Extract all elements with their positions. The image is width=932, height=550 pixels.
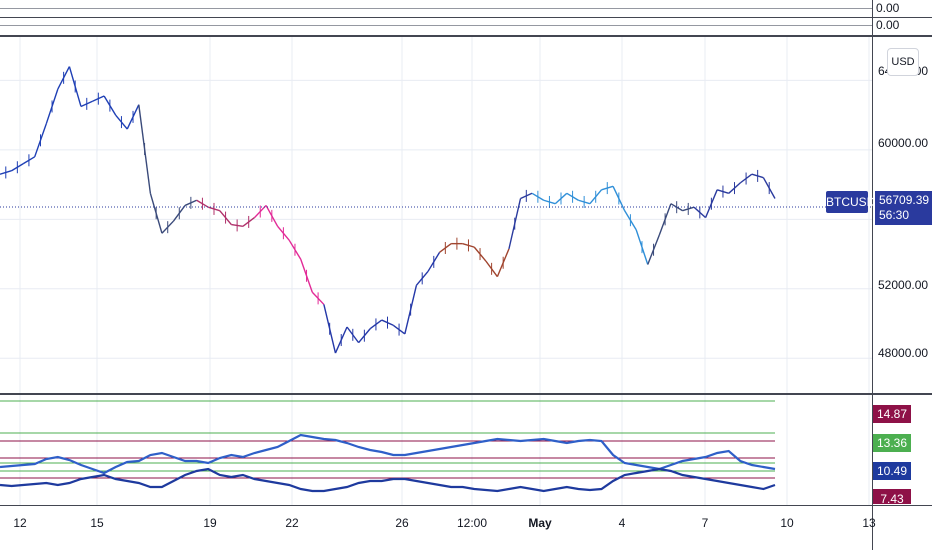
- price-axis-border: [872, 0, 873, 550]
- time-tick: May: [528, 516, 552, 530]
- time-tick: 12: [13, 516, 27, 530]
- indicator-line-lower: [0, 467, 776, 493]
- time-axis[interactable]: [0, 506, 872, 550]
- top-pane-2: [0, 18, 872, 35]
- pane-separator[interactable]: [0, 393, 932, 395]
- time-tick: 22: [285, 516, 299, 530]
- pane-separator[interactable]: [0, 35, 932, 37]
- price-chart[interactable]: [0, 37, 872, 393]
- top-pane-value: 0.00: [876, 1, 900, 15]
- time-tick: 15: [90, 516, 104, 530]
- last-price-label: 56709.39 56:30: [875, 191, 932, 225]
- time-axis-border: [0, 505, 932, 506]
- indicator-value-red: 14.87: [873, 405, 911, 423]
- indicator-value-green: 13.36: [873, 434, 911, 452]
- time-tick: 7: [701, 516, 709, 530]
- time-tick: 19: [203, 516, 217, 530]
- indicator-chart[interactable]: [0, 395, 872, 505]
- time-tick: 13: [862, 516, 876, 530]
- top-pane-value: 0.00: [876, 18, 900, 32]
- time-tick: 12:00: [456, 516, 488, 530]
- time-tick: 10: [780, 516, 794, 530]
- indicator-value-blue: 10.49: [873, 462, 911, 480]
- time-tick: 26: [395, 516, 409, 530]
- price-tick: 48000.00: [878, 346, 929, 360]
- currency-button[interactable]: USD: [887, 48, 919, 76]
- price-chart-pane[interactable]: [0, 37, 872, 393]
- bar-countdown: 56:30: [879, 208, 910, 222]
- indicator-value-red-2: 7.43: [873, 489, 911, 504]
- time-tick: 4: [618, 516, 626, 530]
- price-tick: 52000.00: [878, 278, 929, 292]
- pane-separator[interactable]: [0, 17, 932, 18]
- indicator-pane[interactable]: [0, 395, 872, 505]
- price-tick: 60000.00: [878, 136, 929, 150]
- top-pane-1: [0, 0, 872, 17]
- last-price-value: 56709.39: [879, 193, 930, 207]
- symbol-label: BTCUSD: [826, 191, 875, 213]
- indicator-line-upper: [0, 433, 776, 475]
